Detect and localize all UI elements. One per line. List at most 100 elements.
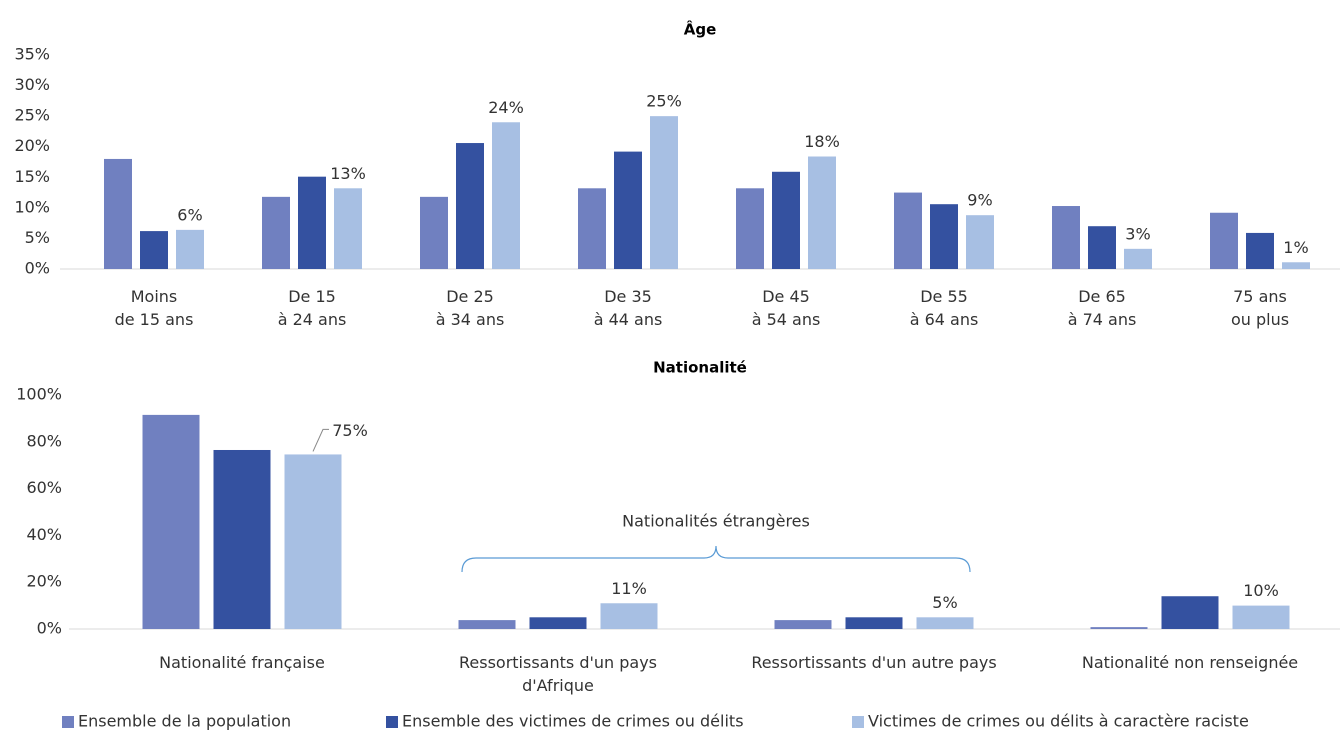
x-tick-label-line: De 25 [446, 287, 494, 306]
bar [262, 196, 290, 269]
legend-swatch [852, 716, 864, 728]
bar [1052, 206, 1080, 269]
x-tick-label-line: à 24 ans [278, 310, 347, 329]
y-tick-label: 100% [16, 385, 62, 404]
x-tick-label: De 55 à 64 ans [910, 287, 979, 329]
data-label: 9% [967, 191, 992, 210]
x-tick-label-line: Ressortissants d'un autre pays [751, 653, 996, 672]
x-tick-label-line: De 35 [604, 287, 652, 306]
data-label: 75% [332, 421, 368, 440]
y-tick-label: 15% [14, 167, 50, 186]
y-tick-label: 60% [26, 478, 62, 497]
data-label: 24% [488, 98, 524, 117]
data-label: 3% [1125, 224, 1150, 243]
x-tick-label: De 15 à 24 ans [278, 287, 347, 329]
x-tick-label-line: de 15 ans [115, 310, 194, 329]
x-tick-label: De 35 à 44 ans [594, 287, 663, 329]
x-tick-label: Ressortissants d'un pays d'Afrique [459, 653, 657, 695]
x-tick-label: Nationalité française [159, 653, 325, 672]
x-tick-label: Ressortissants d'un autre pays [751, 653, 996, 672]
x-tick-label-line: Nationalité non renseignée [1082, 653, 1298, 672]
chart-title: Nationalité [653, 359, 747, 377]
data-label: 6% [177, 205, 202, 224]
y-tick-label: 80% [26, 431, 62, 450]
bar [845, 617, 903, 629]
brace [461, 545, 971, 573]
bar [650, 116, 678, 270]
bar [808, 156, 836, 269]
x-tick-label: De 45 à 54 ans [752, 287, 821, 329]
x-tick-label-line: à 54 ans [752, 310, 821, 329]
x-tick-label-line: De 45 [762, 287, 810, 306]
x-tick-label-line: à 74 ans [1068, 310, 1137, 329]
x-tick-label-line: De 65 [1078, 287, 1126, 306]
bar [213, 449, 271, 629]
annotation: Nationalités étrangères [622, 512, 810, 531]
bar [176, 229, 204, 269]
bar [774, 620, 832, 629]
bar [492, 122, 520, 269]
bar [1282, 262, 1310, 269]
legend-label: Ensemble de la population [78, 712, 291, 731]
bar [930, 204, 958, 269]
bar [916, 617, 974, 629]
x-tick-label: Moins de 15 ans [115, 287, 194, 329]
bar [614, 151, 642, 269]
bar [456, 143, 484, 269]
bar [894, 192, 922, 269]
y-tick-label: 25% [14, 106, 50, 125]
legend-label: Victimes de crimes ou délits à caractère… [868, 712, 1249, 731]
y-tick-label: 35% [14, 45, 50, 64]
x-tick-label: De 25 à 34 ans [436, 287, 505, 329]
x-tick-label-line: d'Afrique [522, 676, 594, 695]
data-label: 1% [1283, 238, 1308, 257]
y-tick-label: 0% [25, 259, 50, 278]
data-label: 18% [804, 132, 840, 151]
bar [420, 196, 448, 269]
x-tick-label-line: Nationalité française [159, 653, 325, 672]
bar [1090, 627, 1148, 629]
x-tick-label-line: Ressortissants d'un pays [459, 653, 657, 672]
bar [284, 454, 342, 629]
bar [966, 215, 994, 269]
legend-swatch [386, 716, 398, 728]
x-tick-label-line: 75 ans [1233, 287, 1287, 306]
bar [298, 176, 326, 269]
bar [529, 617, 587, 629]
bar [1124, 248, 1152, 269]
bar [1088, 226, 1116, 269]
bar [1161, 596, 1219, 629]
leader-line [312, 428, 329, 452]
y-tick-label: 30% [14, 75, 50, 94]
bar [104, 158, 132, 269]
x-tick-label-line: Moins [131, 287, 178, 306]
bar [772, 171, 800, 269]
legend-label: Ensemble des victimes de crimes ou délit… [402, 712, 744, 731]
data-label: 13% [330, 164, 366, 183]
data-label: 11% [611, 579, 647, 598]
y-tick-label: 20% [14, 136, 50, 155]
x-tick-label-line: à 64 ans [910, 310, 979, 329]
bar [142, 414, 200, 629]
x-tick-label-line: à 34 ans [436, 310, 505, 329]
x-tick-label-line: à 44 ans [594, 310, 663, 329]
data-label: 5% [932, 593, 957, 612]
y-tick-label: 10% [14, 197, 50, 216]
legend-swatch [62, 716, 74, 728]
bar [1232, 605, 1290, 629]
y-tick-label: 40% [26, 525, 62, 544]
bar [600, 603, 658, 629]
x-tick-label-line: De 15 [288, 287, 336, 306]
y-tick-label: 0% [37, 619, 62, 638]
x-tick-label-line: De 55 [920, 287, 968, 306]
x-tick-label: 75 ans ou plus [1231, 287, 1289, 329]
bar [1246, 232, 1274, 269]
bar [334, 188, 362, 269]
bar [736, 188, 764, 269]
bar [140, 231, 168, 269]
chart-title: Âge [684, 20, 717, 39]
bar [458, 620, 516, 629]
x-tick-label: Nationalité non renseignée [1082, 653, 1298, 672]
bar [578, 188, 606, 269]
